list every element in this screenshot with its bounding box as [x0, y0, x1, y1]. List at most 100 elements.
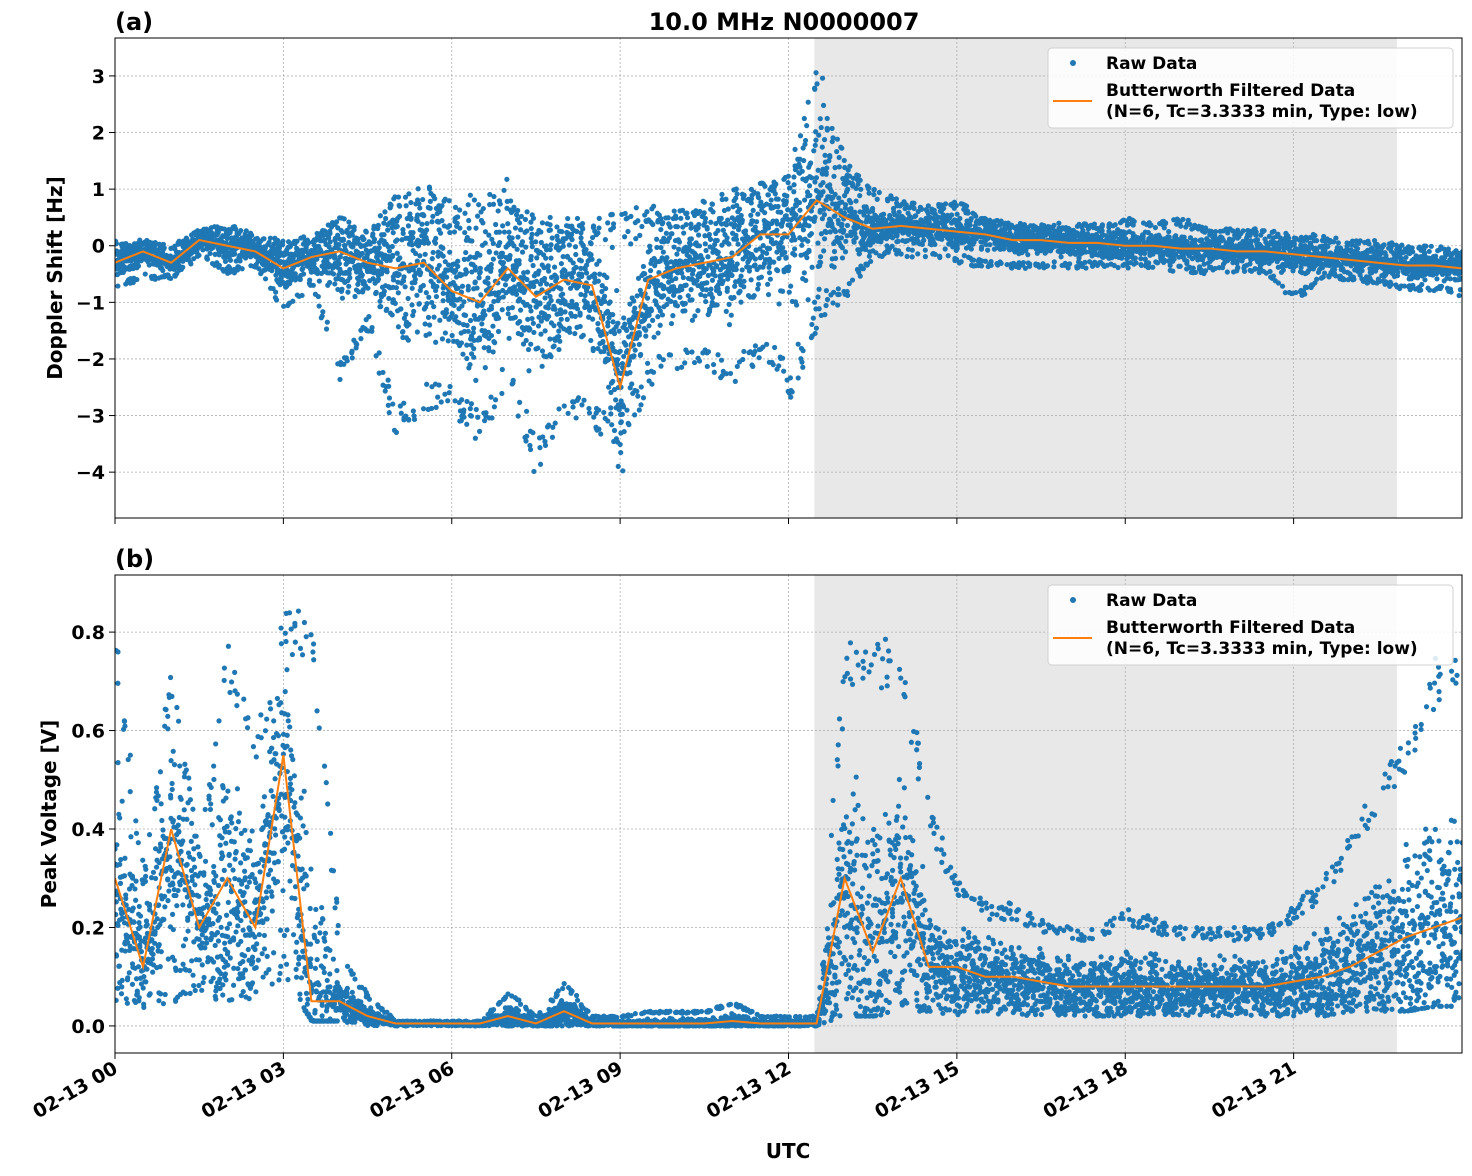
raw-data-point: [775, 268, 780, 273]
raw-data-point: [559, 261, 564, 266]
raw-data-point: [515, 208, 520, 213]
raw-data-point: [643, 334, 648, 339]
raw-data-point: [433, 241, 438, 246]
raw-data-point: [440, 336, 445, 341]
raw-data-point: [735, 364, 740, 369]
raw-data-point: [1051, 223, 1056, 228]
raw-data-point: [487, 249, 492, 254]
raw-data-point: [390, 244, 395, 249]
raw-data-point: [614, 288, 619, 293]
raw-data-point: [411, 309, 416, 314]
raw-data-point: [249, 233, 254, 238]
raw-data-point: [943, 201, 948, 206]
raw-data-point: [491, 339, 496, 344]
raw-data-point: [350, 355, 355, 360]
raw-data-point: [472, 280, 477, 285]
raw-data-point: [812, 300, 817, 305]
y-tick-label: 2: [92, 123, 105, 145]
raw-data-point: [629, 381, 634, 386]
raw-data-point: [579, 402, 584, 407]
raw-data-point: [987, 242, 992, 247]
raw-data-point: [615, 357, 620, 362]
raw-data-point: [395, 251, 400, 256]
raw-data-point: [727, 322, 732, 327]
raw-data-point: [839, 235, 844, 240]
raw-data-point: [971, 258, 976, 263]
raw-data-point: [427, 322, 432, 327]
raw-data-point: [501, 294, 506, 299]
raw-data-point: [610, 319, 615, 324]
raw-data-point: [426, 315, 431, 320]
raw-data-point: [431, 304, 436, 309]
raw-data-point: [629, 325, 634, 330]
raw-data-point: [477, 429, 482, 434]
raw-data-point: [437, 263, 442, 268]
raw-data-point: [572, 331, 577, 336]
raw-data-point: [548, 247, 553, 252]
raw-data-point: [536, 268, 541, 273]
raw-data-point: [631, 354, 636, 359]
raw-data-point: [457, 207, 462, 212]
raw-data-point: [536, 323, 541, 328]
raw-data-point: [783, 202, 788, 207]
raw-data-point: [577, 310, 582, 315]
raw-data-point: [715, 238, 720, 243]
raw-data-point: [822, 236, 827, 241]
raw-data-point: [836, 195, 841, 200]
raw-data-point: [866, 191, 871, 196]
raw-data-point: [708, 287, 713, 292]
raw-data-point: [899, 251, 904, 256]
raw-data-point: [837, 292, 842, 297]
raw-data-point: [649, 382, 654, 387]
raw-data-point: [623, 342, 628, 347]
raw-data-point: [957, 216, 962, 221]
raw-data-point: [565, 317, 570, 322]
raw-data-point: [824, 288, 829, 293]
raw-data-point: [430, 214, 435, 219]
raw-data-point: [592, 271, 597, 276]
raw-data-point: [612, 428, 617, 433]
raw-data-point: [416, 201, 421, 206]
raw-data-point: [507, 336, 512, 341]
raw-data-point: [605, 220, 610, 225]
raw-data-point: [438, 244, 443, 249]
raw-data-point: [596, 279, 601, 284]
raw-data-point: [377, 350, 382, 355]
raw-data-point: [517, 400, 522, 405]
raw-data-point: [325, 320, 330, 325]
raw-data-point: [696, 232, 701, 237]
raw-data-point: [697, 243, 702, 248]
raw-data-point: [464, 356, 469, 361]
raw-data-point: [394, 285, 399, 290]
raw-data-point: [643, 328, 648, 333]
raw-data-point: [633, 348, 638, 353]
raw-data-point: [671, 244, 676, 249]
raw-data-point: [299, 293, 304, 298]
raw-data-point: [1063, 261, 1068, 266]
raw-data-point: [734, 237, 739, 242]
raw-data-point: [583, 266, 588, 271]
raw-data-point: [853, 235, 858, 240]
raw-data-point: [474, 407, 479, 412]
x-axis-label: UTC: [766, 1139, 811, 1163]
raw-data-point: [717, 290, 722, 295]
raw-data-point: [752, 262, 757, 267]
raw-data-point: [833, 256, 838, 261]
raw-data-point: [732, 284, 737, 289]
raw-data-point: [443, 330, 448, 335]
raw-data-point: [390, 254, 395, 259]
raw-data-point: [492, 404, 497, 409]
raw-data-point: [544, 281, 549, 286]
raw-data-point: [710, 209, 715, 214]
raw-data-point: [543, 256, 548, 261]
raw-data-point: [911, 201, 916, 206]
raw-data-point: [1082, 260, 1087, 265]
raw-data-point: [579, 274, 584, 279]
raw-data-point: [429, 406, 434, 411]
raw-data-point: [549, 298, 554, 303]
raw-data-point: [1056, 221, 1061, 226]
raw-data-point: [764, 342, 769, 347]
raw-data-point: [845, 223, 850, 228]
raw-data-point: [815, 240, 820, 245]
raw-data-point: [811, 316, 816, 321]
